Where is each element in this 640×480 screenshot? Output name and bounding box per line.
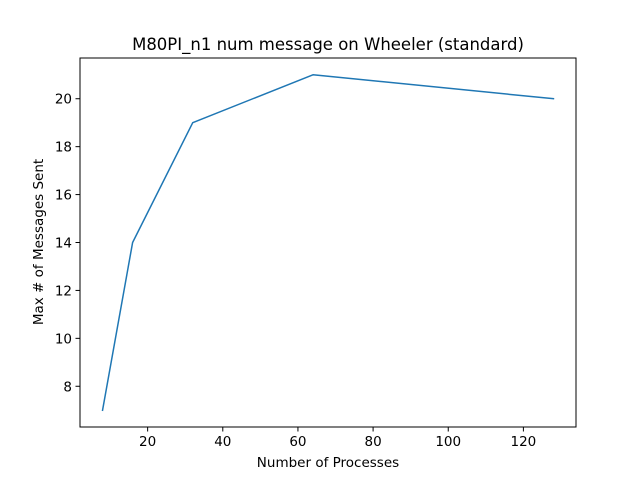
- x-axis-label: Number of Processes: [257, 455, 399, 471]
- y-tick-label: 14: [55, 236, 72, 252]
- x-tick-label: 40: [214, 434, 231, 450]
- y-axis-label: Max # of Messages Sent: [31, 159, 47, 325]
- y-tick-label: 20: [55, 92, 72, 108]
- y-tick-label: 10: [55, 331, 72, 347]
- x-tick-label: 120: [511, 434, 537, 450]
- y-tick-label: 8: [63, 379, 72, 395]
- y-tick-label: 16: [55, 188, 72, 204]
- x-tick-label: 80: [364, 434, 381, 450]
- y-tick-label: 18: [55, 140, 72, 156]
- series-line-0: [101, 74, 555, 412]
- x-tick-label: 60: [289, 434, 306, 450]
- y-tick-label: 12: [55, 283, 72, 299]
- x-tick-label: 100: [435, 434, 461, 450]
- plot-area: 20 40 60 80 100 120 8 10 12 14 16 18 20: [55, 57, 577, 450]
- chart-title: M80PI_n1 num message on Wheeler (standar…: [132, 35, 524, 55]
- x-tick-label: 20: [139, 434, 156, 450]
